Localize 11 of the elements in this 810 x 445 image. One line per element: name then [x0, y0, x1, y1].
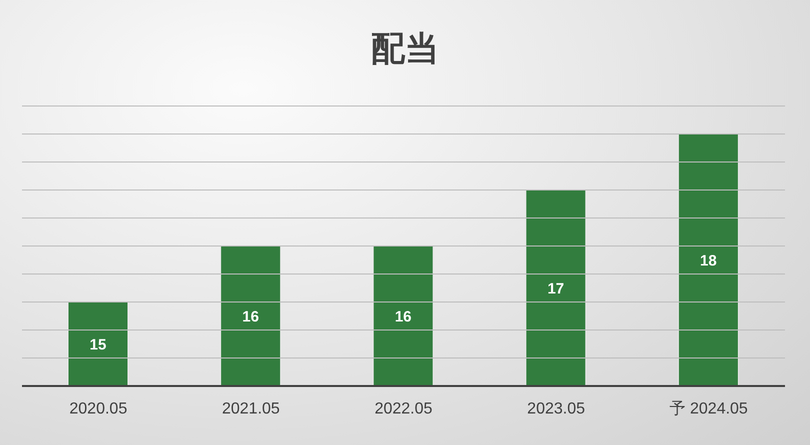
x-tick-label: 2021.05 [222, 400, 280, 418]
data-label: 15 [90, 336, 106, 354]
data-label: 17 [547, 280, 564, 298]
chart-title: 配当 [370, 29, 440, 70]
x-tick-label: 2023.05 [527, 400, 586, 418]
data-label: 16 [394, 308, 412, 326]
x-tick-label: 予 2024.05 [670, 400, 748, 418]
data-label: 18 [700, 252, 717, 270]
x-tick-label: 2020.05 [69, 400, 128, 418]
x-tick-label: 2022.05 [374, 400, 433, 418]
data-label: 16 [242, 308, 259, 326]
